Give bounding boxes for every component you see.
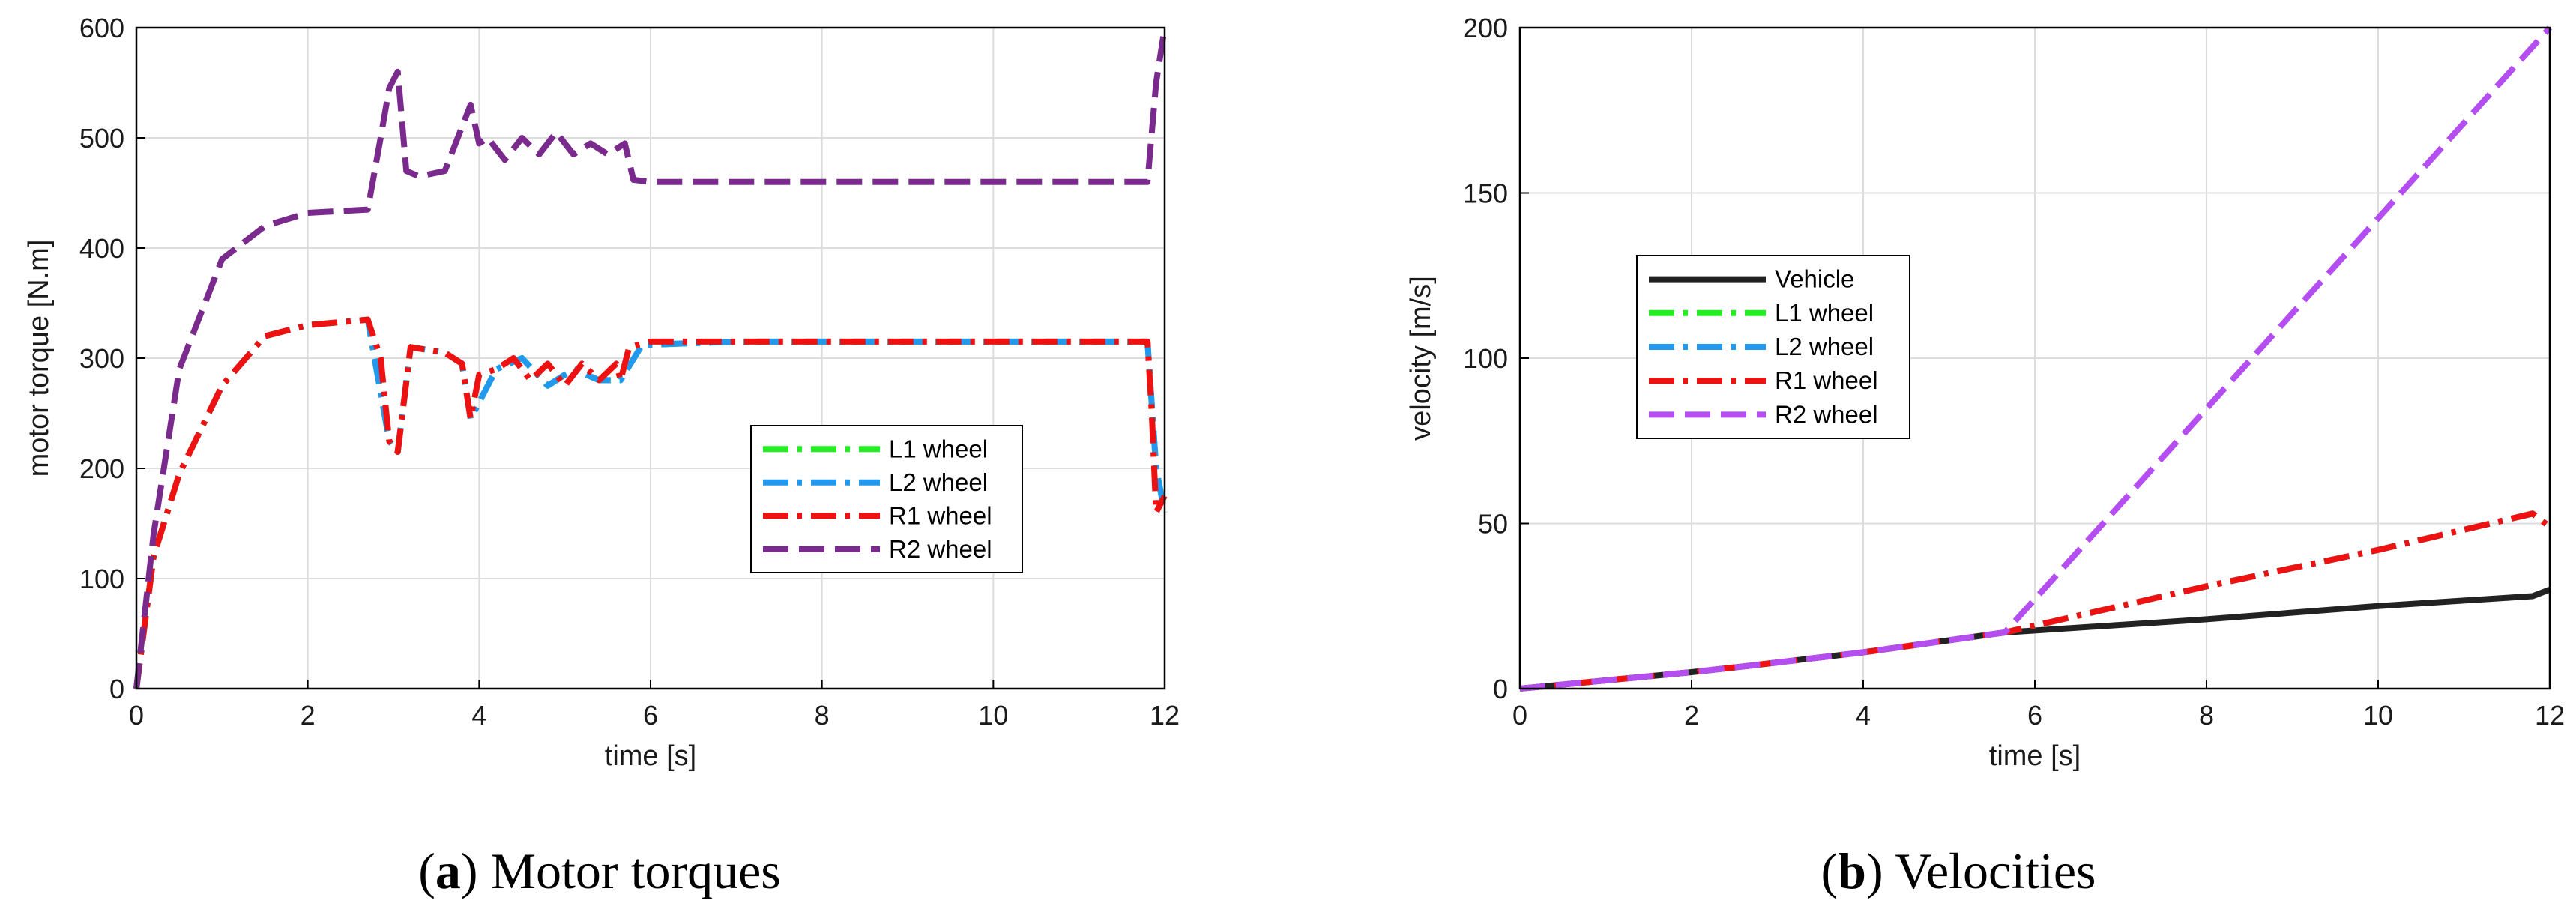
series-line-r2-wheel xyxy=(1519,25,2552,692)
velocity-chart: 0 2 4 6 8 10 12 0 50 100 150 200 time [s] velocity… xyxy=(1405,13,2565,772)
velocity-chart-ylabel: velocity [m/s] xyxy=(1405,276,1437,441)
legend-box xyxy=(750,425,1023,573)
x-tick-label: 6 xyxy=(643,700,658,731)
x-tick-label: 10 xyxy=(978,700,1008,731)
x-tick-label: 4 xyxy=(471,700,486,731)
x-tick-label: 12 xyxy=(1150,700,1180,731)
caption-a: (a) Motor torques xyxy=(418,842,781,899)
y-tick-label: 200 xyxy=(79,453,124,484)
series-line-r1-wheel xyxy=(133,316,1168,689)
caption-b-label: b xyxy=(1838,842,1866,899)
x-tick-label: 8 xyxy=(815,700,830,731)
x-tick-label: 2 xyxy=(1684,700,1699,731)
y-tick-label: 300 xyxy=(79,343,124,374)
torque-chart-yticks: 0 100 200 300 400 500 600 xyxy=(79,13,145,704)
y-tick-label: 0 xyxy=(109,674,124,704)
y-tick-label: 400 xyxy=(79,233,124,264)
y-tick-label: 600 xyxy=(79,13,124,43)
y-tick-label: 0 xyxy=(1493,674,1508,704)
y-tick-label: 200 xyxy=(1463,13,1508,43)
x-tick-label: 4 xyxy=(1856,700,1871,731)
caption-b-text: Velocities xyxy=(1895,842,2096,899)
torque-chart-xticks: 0 2 4 6 8 10 12 xyxy=(129,680,1180,731)
legend-label: L2 wheel xyxy=(1775,333,1874,360)
legend-label: L1 wheel xyxy=(1775,299,1874,327)
torque-chart: 0 2 4 6 8 10 12 0 100 200 300 400 500 600 time [s] m… xyxy=(23,13,1180,772)
legend-label: R2 wheel xyxy=(1775,400,1878,428)
legend-label: L1 wheel xyxy=(889,435,988,462)
velocity-chart-xlabel: time [s] xyxy=(1989,740,2081,772)
x-tick-label: 0 xyxy=(129,700,144,731)
velocity-chart-legend: Vehicle L1 wheel L2 wheel R1 wheel R2 wheel xyxy=(1636,255,1910,439)
legend-label: Vehicle xyxy=(1775,265,1854,293)
torque-chart-xlabel: time [s] xyxy=(605,740,696,772)
caption-a-label: a xyxy=(435,842,461,899)
legend-label: R1 wheel xyxy=(1775,366,1878,394)
x-tick-label: 6 xyxy=(2027,700,2042,731)
x-tick-label: 8 xyxy=(2199,700,2214,731)
x-tick-label: 2 xyxy=(301,700,316,731)
torque-chart-lines xyxy=(133,27,1168,689)
y-tick-label: 500 xyxy=(79,123,124,154)
series-line-r2-wheel xyxy=(133,27,1168,689)
y-tick-label: 50 xyxy=(1478,509,1508,540)
x-tick-label: 0 xyxy=(1512,700,1527,731)
caption-a-text: Motor torques xyxy=(491,842,781,899)
velocity-chart-yticks: 0 50 100 150 200 xyxy=(1463,13,1529,704)
legend-label: L2 wheel xyxy=(889,468,988,496)
x-tick-label: 10 xyxy=(2363,700,2393,731)
torque-chart-legend: L1 wheel L2 wheel R1 wheel R2 wheel xyxy=(750,425,1023,573)
legend-box xyxy=(1636,255,1910,439)
legend-label: R2 wheel xyxy=(889,535,992,563)
caption-b: (b) Velocities xyxy=(1821,842,2096,899)
legend-label: R1 wheel xyxy=(889,501,992,529)
y-tick-label: 100 xyxy=(79,564,124,594)
velocity-chart-xticks: 0 2 4 6 8 10 12 xyxy=(1512,680,2565,731)
velocity-chart-lines xyxy=(1519,25,2552,692)
torque-chart-grid xyxy=(136,27,1165,689)
torque-chart-ylabel: motor torque [N.m] xyxy=(23,240,55,477)
y-tick-label: 100 xyxy=(1463,343,1508,374)
x-tick-label: 12 xyxy=(2535,700,2565,731)
y-tick-label: 150 xyxy=(1463,178,1508,209)
